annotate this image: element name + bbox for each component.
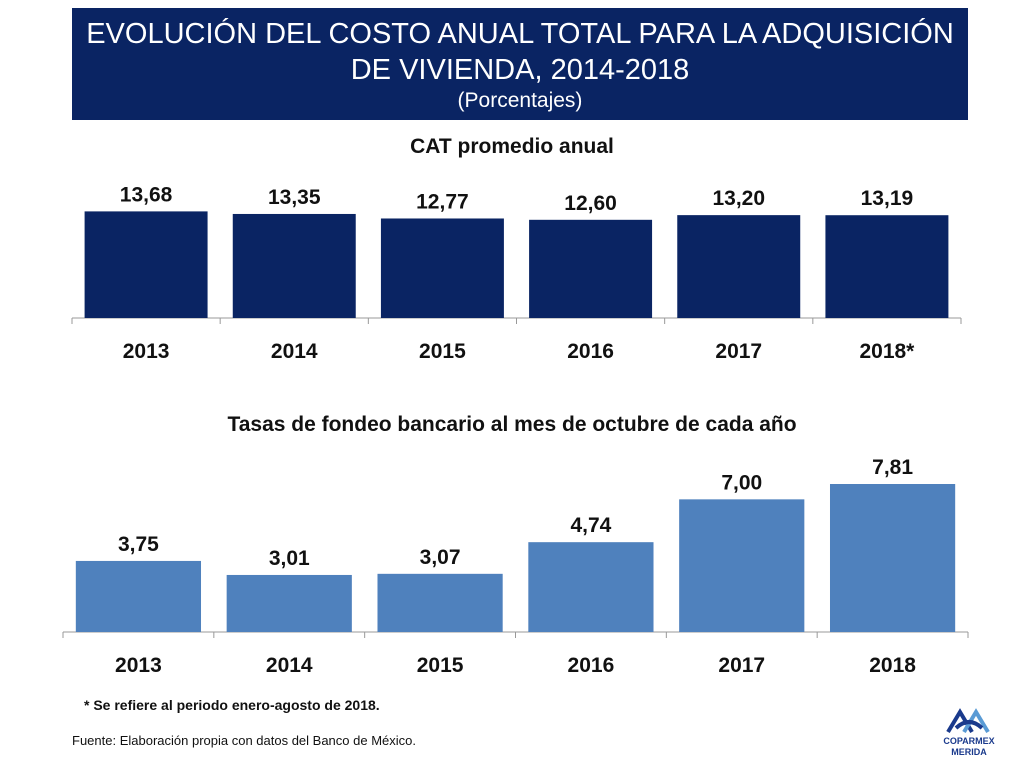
bar: [677, 215, 801, 318]
cat-bar-chart: 13,68 2013 13,35 2014 12,77 2015 12,60 2016 13,2…: [71, 183, 962, 363]
title-banner: EVOLUCIÓN DEL COSTO ANUAL TOTAL PARA LA …: [72, 8, 968, 120]
page-subtitle: (Porcentajes): [457, 89, 583, 112]
logo-text-line-1: COPARMEX: [943, 736, 995, 746]
x-tick-label: 2016: [567, 340, 614, 363]
bar: [377, 573, 503, 632]
bar: [829, 484, 956, 632]
x-tick-label: 2015: [417, 654, 464, 677]
x-tick-label: 2014: [266, 654, 313, 677]
bar: [75, 560, 202, 632]
data-label: 13,68: [120, 183, 173, 206]
bar: [528, 542, 654, 632]
data-label: 4,74: [570, 514, 611, 537]
bar: [380, 218, 504, 318]
bar: [679, 499, 805, 632]
fondeo-bar-chart: 3,75 2013 3,01 2014 3,07 2015 4,74 2016 7,00 2017…: [62, 456, 969, 677]
data-label: 3,01: [269, 547, 310, 570]
bar: [232, 213, 356, 318]
data-label: 13,19: [861, 187, 914, 210]
logo-text-line-2: MERIDA: [951, 747, 987, 757]
bar: [84, 211, 208, 318]
chart-title-fondeo: Tasas de fondeo bancario al mes de octub…: [227, 413, 797, 436]
page-title-line-2: DE VIVIENDA, 2014-2018: [350, 54, 690, 86]
bar: [529, 219, 653, 318]
data-label: 13,20: [712, 187, 765, 210]
data-label: 7,81: [872, 456, 913, 479]
logo-text: COPARMEX MERIDA: [934, 736, 1004, 758]
source-note: Fuente: Elaboración propia con datos del…: [72, 733, 416, 748]
data-label: 13,35: [268, 186, 321, 209]
page-title-line-1: EVOLUCIÓN DEL COSTO ANUAL TOTAL PARA LA …: [86, 18, 954, 50]
bar: [825, 215, 949, 318]
x-tick-label: 2014: [271, 340, 318, 363]
x-tick-label: 2015: [419, 340, 466, 363]
chart-title-cat: CAT promedio anual: [410, 135, 614, 158]
x-tick-label: 2013: [123, 340, 170, 363]
footnote: * Se refiere al periodo enero-agosto de …: [84, 697, 380, 713]
x-tick-label: 2018: [869, 654, 916, 677]
data-label: 3,75: [118, 533, 159, 556]
data-label: 7,00: [721, 471, 762, 494]
x-tick-label: 2018*: [859, 340, 915, 363]
x-tick-label: 2016: [568, 654, 615, 677]
coparmex-logo-icon: [946, 708, 990, 734]
data-label: 3,07: [420, 546, 461, 569]
data-label: 12,60: [564, 192, 617, 215]
x-tick-label: 2017: [715, 340, 762, 363]
x-tick-label: 2017: [718, 654, 765, 677]
bar: [226, 574, 352, 632]
x-tick-label: 2013: [115, 654, 162, 677]
data-label: 12,77: [416, 190, 469, 213]
